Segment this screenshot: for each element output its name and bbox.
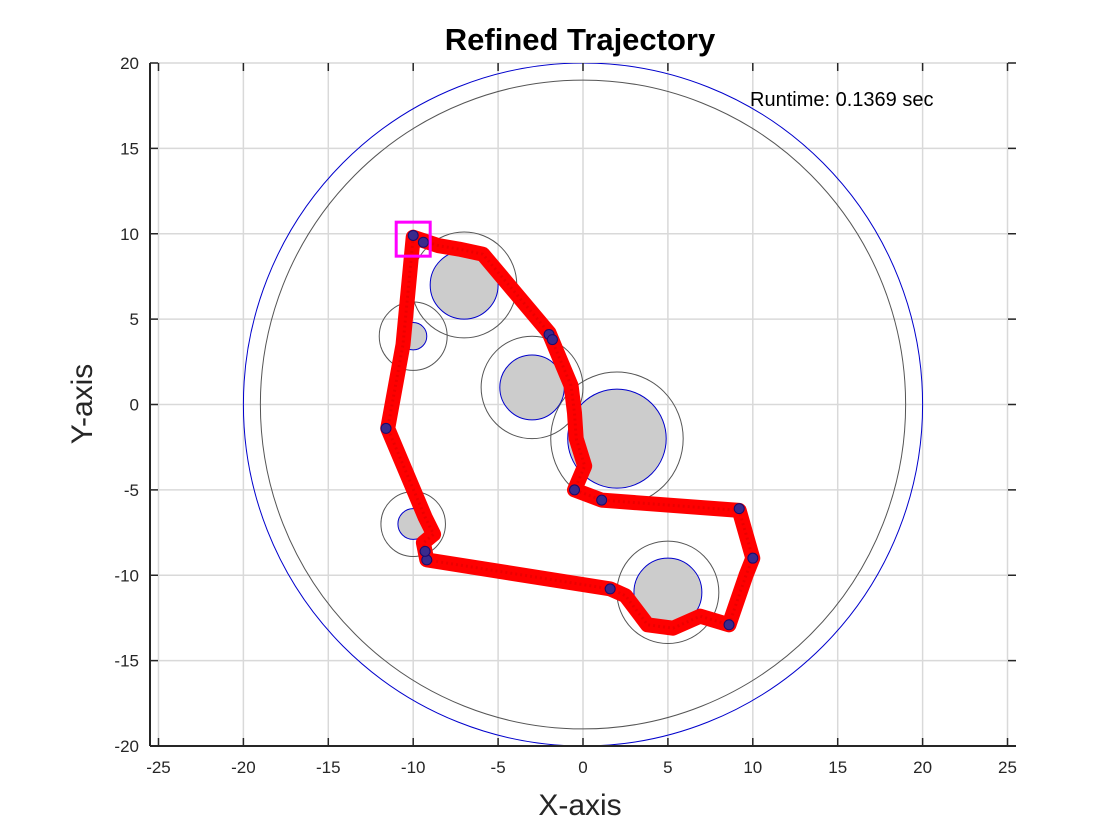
waypoint-dot [407, 229, 419, 241]
waypoint-dot [380, 422, 392, 434]
y-tick-label: 10 [120, 225, 139, 244]
x-tick-label: 25 [998, 758, 1017, 777]
tick-labels: -25 -20 -15 -10 -5 0 5 10 15 20 25 -20 -15 -10 -5 0 5 10 1… [114, 54, 1017, 777]
x-tick-label: -20 [231, 758, 256, 777]
x-tick-label: -15 [316, 758, 341, 777]
waypoint-dot [569, 484, 581, 496]
obstacle-clearance-circle [480, 335, 584, 440]
chart-title: Refined Trajectory [445, 22, 716, 57]
y-tick-label: 5 [130, 310, 139, 329]
outer-boundary-circle [242, 63, 924, 746]
y-tick-label: 20 [120, 54, 139, 73]
plot-content [242, 63, 924, 746]
runtime-annotation: Runtime: 0.1369 sec [750, 89, 933, 111]
waypoint-dot [747, 552, 759, 564]
x-tick-label: 0 [578, 758, 587, 777]
waypoint-dot [419, 545, 431, 557]
y-tick-label: -10 [114, 566, 139, 585]
waypoint-dot [596, 494, 608, 506]
y-tick-label: -20 [114, 737, 139, 756]
y-tick-label: 0 [130, 396, 139, 415]
x-tick-label: -5 [491, 758, 506, 777]
waypoint-dot [604, 583, 616, 595]
x-tick-label: 5 [663, 758, 672, 777]
x-tick-label: 20 [913, 758, 932, 777]
y-axis-label: Y-axis [66, 364, 99, 445]
waypoint-dot [546, 334, 558, 346]
waypoint-dot [417, 236, 429, 248]
x-axis-label: X-axis [538, 789, 621, 822]
axes [149, 62, 1016, 747]
obstacle-circle [567, 388, 667, 489]
y-tick-label: -15 [114, 652, 139, 671]
start-marker [394, 220, 432, 258]
x-tick-label: 15 [828, 758, 847, 777]
y-tick-label: -5 [124, 481, 139, 500]
start-marker-layer [394, 220, 432, 258]
inner-boundary-circle [259, 79, 907, 730]
x-tick-label: 10 [743, 758, 762, 777]
waypoint-dot [733, 503, 745, 515]
y-tick-label: 15 [120, 139, 139, 158]
x-tick-label: -25 [146, 758, 171, 777]
obstacles [378, 231, 720, 645]
waypoint-dot [723, 619, 735, 631]
boundary [242, 63, 924, 746]
waypoints [380, 229, 759, 631]
x-tick-label: -10 [401, 758, 426, 777]
